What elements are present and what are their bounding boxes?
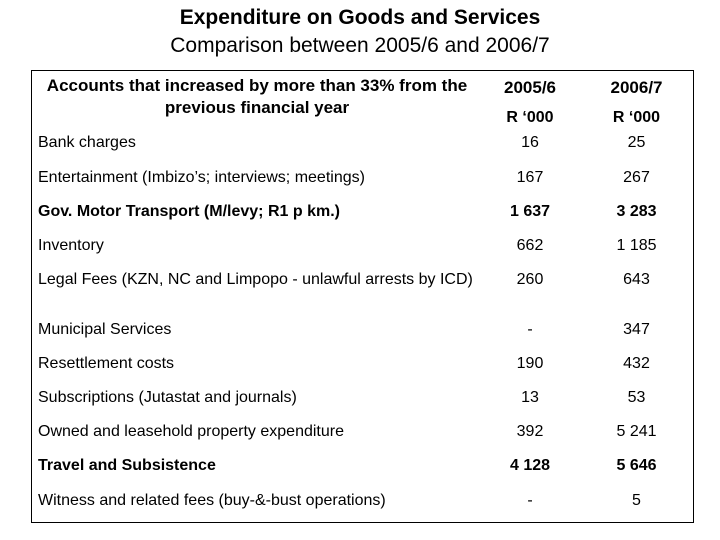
header-unit-2006-7: R ‘000 bbox=[612, 109, 661, 126]
row-label: Subscriptions (Jutastat and journals) bbox=[38, 389, 297, 406]
value-2006-7: 1 185 bbox=[616, 237, 657, 254]
value-2005-6: 190 bbox=[516, 355, 544, 372]
value-2005-6: - bbox=[527, 492, 533, 509]
row-label: Bank charges bbox=[38, 134, 136, 151]
value-2006-7: 267 bbox=[623, 169, 650, 186]
value-2005-6: 167 bbox=[516, 169, 544, 186]
value-2005-6: 392 bbox=[516, 423, 544, 440]
row-label: Entertainment (Imbizo’s; interviews; mee… bbox=[38, 169, 365, 186]
value-2006-7: 5 bbox=[632, 492, 641, 509]
value-2006-7: 347 bbox=[623, 321, 650, 338]
value-2005-6: 4 128 bbox=[509, 457, 551, 474]
row-label: Resettlement costs bbox=[38, 355, 175, 372]
value-2005-6: - bbox=[527, 321, 533, 338]
value-2006-7: 432 bbox=[623, 355, 650, 372]
value-2006-7: 53 bbox=[627, 389, 646, 406]
value-2006-7: 25 bbox=[627, 134, 646, 151]
row-label: Legal Fees (KZN, NC and Limpopo - unlawf… bbox=[38, 271, 473, 288]
page-subtitle: Comparison between 2005/6 and 2006/7 bbox=[170, 34, 550, 57]
value-2006-7: 5 646 bbox=[616, 457, 657, 474]
header-unit-2005-6: R ‘000 bbox=[506, 109, 554, 126]
value-2005-6: 260 bbox=[516, 271, 544, 288]
value-2005-6: 16 bbox=[521, 134, 539, 151]
value-2006-7: 5 241 bbox=[616, 423, 657, 440]
row-label: Witness and related fees (buy-&-bust ope… bbox=[38, 492, 386, 509]
row-label: Gov. Motor Transport (M/levy; R1 p km.) bbox=[38, 203, 340, 220]
header-accounts: Accounts that increased by more than 33%… bbox=[46, 76, 468, 117]
header-year-2005-6: 2005/6 bbox=[504, 78, 556, 97]
value-2006-7: 3 283 bbox=[616, 203, 657, 220]
value-2006-7: 643 bbox=[623, 271, 650, 288]
value-2005-6: 662 bbox=[516, 237, 544, 254]
row-label: Travel and Subsistence bbox=[38, 457, 216, 474]
value-2005-6: 1 637 bbox=[509, 203, 551, 220]
header-year-2006-7: 2006/7 bbox=[610, 78, 663, 97]
row-label: Municipal Services bbox=[38, 321, 172, 338]
page-title: Expenditure on Goods and Services bbox=[179, 6, 541, 29]
row-label: Owned and leasehold property expenditure bbox=[38, 423, 344, 440]
value-2005-6: 13 bbox=[521, 389, 539, 406]
expenditure-table: Accounts that increased by more than 33%… bbox=[31, 70, 694, 523]
row-label: Inventory bbox=[38, 237, 104, 254]
